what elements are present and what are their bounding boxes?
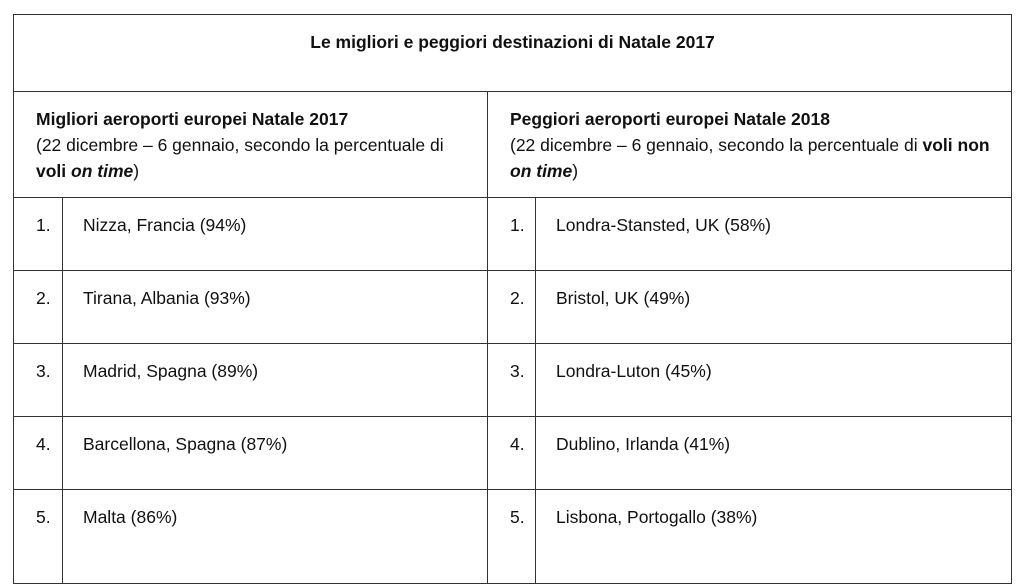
rank: 2. [487,270,536,344]
table-row: 2. Tirana, Albania (93%) 2. Bristol, UK (49… [13,270,1013,344]
rank: 3. [487,343,536,417]
rank: 3. [13,343,63,417]
note-bold-italic: on time [71,161,134,181]
rank: 5. [487,489,536,584]
column-header: Migliori aeroporti europei Natale 2017 (… [13,91,488,198]
airport: Nizza, Francia (94%) [62,197,488,271]
airport: Bristol, UK (49%) [534,270,1013,344]
note: ) [572,161,579,181]
airport: Lisbona, Portogallo (38%) [534,489,1013,584]
table-row: 1. Nizza, Francia (94%) 1. Londra-Stansted,… [13,197,1013,271]
airport: Tirana, Albania (93%) [62,270,488,344]
table-row: 3. Madrid, Spagna (89%) 3. Londra-Luton (45… [13,343,1013,417]
airport: Madrid, Spagna (89%) [62,343,488,417]
note: (22 dicembre – 6 gennaio, secondo la per… [510,135,923,155]
column-header: Peggiori aeroporti europei Natale 2018 (… [486,91,1013,198]
rank: 2. [13,270,63,344]
rank: 1. [487,197,536,271]
rank: 4. [13,416,63,490]
note-bold: voli non [922,135,990,155]
airport: Dublino, Irlanda (41%) [534,416,1013,490]
note: (22 dicembre – 6 gennaio, secondo la per… [36,135,444,155]
airport: Londra-Stansted, UK (58%) [534,197,1013,271]
heading: Migliori aeroporti europei Natale 2017 [36,109,349,129]
heading: Peggiori aeroporti europei Natale 2018 [510,109,830,129]
rank: 4. [487,416,536,490]
rank: 5. [13,489,63,584]
airport: Barcellona, Spagna (87%) [62,416,488,490]
table-row: 5. Malta (86%) 5. Lisbona, Portogallo (38%) [13,489,1013,584]
destinations-table: Le migliori e peggiori destinazioni di N… [12,14,1013,584]
rank: 1. [13,197,63,271]
table-title: Le migliori e peggiori destinazioni di N… [12,14,1013,92]
airport: Malta (86%) [62,489,488,584]
table-row: 4. Barcellona, Spagna (87%) 4. Dublino, Irl… [13,416,1013,490]
note: ) [133,161,140,181]
airport: Londra-Luton (45%) [534,343,1013,417]
note-bold-italic: on time [510,161,573,181]
note-bold: voli [36,161,67,181]
